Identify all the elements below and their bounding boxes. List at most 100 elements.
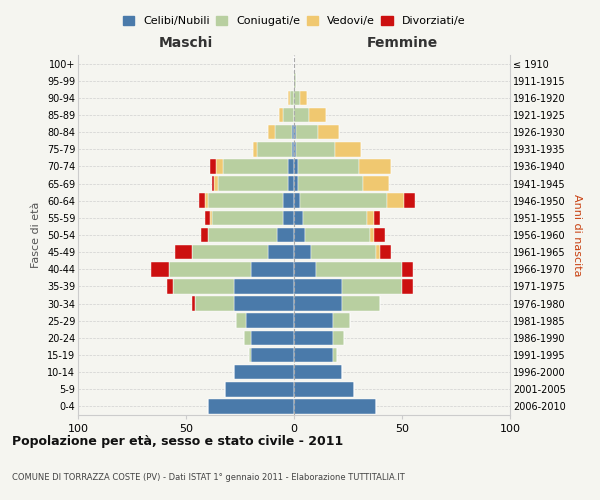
- Bar: [292, 125, 294, 140]
- Bar: [402, 262, 413, 276]
- Bar: [233, 296, 294, 311]
- Bar: [380, 245, 391, 260]
- Bar: [193, 296, 194, 311]
- Bar: [387, 194, 404, 208]
- Bar: [294, 125, 296, 140]
- Bar: [268, 245, 294, 260]
- Bar: [251, 348, 294, 362]
- Text: COMUNE DI TORRAZZA COSTE (PV) - Dati ISTAT 1° gennaio 2011 - Elaborazione TUTTIT: COMUNE DI TORRAZZA COSTE (PV) - Dati IST…: [12, 473, 405, 482]
- Bar: [216, 159, 223, 174]
- Bar: [208, 194, 283, 208]
- Bar: [294, 90, 301, 105]
- Bar: [294, 330, 333, 345]
- Bar: [214, 176, 218, 191]
- Bar: [233, 365, 294, 380]
- Bar: [253, 142, 257, 156]
- Bar: [251, 262, 294, 276]
- Bar: [294, 74, 296, 88]
- Bar: [283, 210, 294, 225]
- Bar: [374, 228, 385, 242]
- Bar: [296, 125, 318, 140]
- Text: Popolazione per età, sesso e stato civile - 2011: Popolazione per età, sesso e stato civil…: [12, 435, 343, 448]
- Bar: [301, 194, 387, 208]
- Bar: [294, 296, 341, 311]
- Bar: [341, 296, 380, 311]
- Bar: [316, 262, 402, 276]
- Bar: [248, 348, 251, 362]
- Bar: [374, 210, 380, 225]
- Bar: [404, 194, 415, 208]
- Bar: [194, 296, 233, 311]
- Y-axis label: Fasce di età: Fasce di età: [31, 202, 41, 268]
- Bar: [402, 279, 413, 293]
- Bar: [275, 125, 292, 140]
- Bar: [341, 279, 402, 293]
- Text: Femmine: Femmine: [367, 36, 437, 50]
- Text: Maschi: Maschi: [159, 36, 213, 50]
- Bar: [223, 159, 287, 174]
- Y-axis label: Anni di nascita: Anni di nascita: [572, 194, 583, 276]
- Bar: [277, 228, 294, 242]
- Bar: [279, 108, 283, 122]
- Bar: [294, 365, 341, 380]
- Bar: [199, 194, 205, 208]
- Bar: [302, 210, 367, 225]
- Bar: [333, 314, 350, 328]
- Bar: [294, 399, 376, 413]
- Bar: [294, 314, 333, 328]
- Bar: [359, 159, 391, 174]
- Bar: [294, 194, 301, 208]
- Bar: [367, 210, 374, 225]
- Bar: [169, 262, 251, 276]
- Bar: [294, 108, 309, 122]
- Bar: [225, 382, 294, 396]
- Bar: [333, 348, 337, 362]
- Bar: [212, 210, 283, 225]
- Bar: [318, 125, 340, 140]
- Bar: [173, 279, 233, 293]
- Bar: [287, 176, 294, 191]
- Bar: [294, 176, 298, 191]
- Bar: [294, 262, 316, 276]
- Bar: [208, 399, 294, 413]
- Bar: [205, 194, 208, 208]
- Bar: [333, 330, 344, 345]
- Bar: [294, 348, 333, 362]
- Bar: [296, 142, 335, 156]
- Bar: [294, 228, 305, 242]
- Bar: [218, 176, 287, 191]
- Bar: [301, 90, 307, 105]
- Bar: [208, 228, 277, 242]
- Bar: [294, 142, 296, 156]
- Bar: [311, 245, 376, 260]
- Bar: [363, 176, 389, 191]
- Bar: [247, 314, 294, 328]
- Bar: [236, 314, 247, 328]
- Bar: [175, 245, 193, 260]
- Bar: [151, 262, 169, 276]
- Bar: [212, 176, 214, 191]
- Bar: [201, 228, 208, 242]
- Bar: [268, 125, 275, 140]
- Bar: [251, 330, 294, 345]
- Bar: [193, 245, 268, 260]
- Bar: [287, 90, 290, 105]
- Bar: [305, 228, 370, 242]
- Bar: [294, 382, 355, 396]
- Bar: [210, 159, 216, 174]
- Bar: [370, 228, 374, 242]
- Bar: [244, 330, 251, 345]
- Bar: [298, 176, 363, 191]
- Bar: [283, 108, 294, 122]
- Bar: [210, 210, 212, 225]
- Bar: [294, 245, 311, 260]
- Bar: [287, 159, 294, 174]
- Bar: [292, 142, 294, 156]
- Bar: [376, 245, 380, 260]
- Bar: [294, 210, 302, 225]
- Bar: [233, 279, 294, 293]
- Bar: [294, 279, 341, 293]
- Bar: [290, 90, 294, 105]
- Bar: [335, 142, 361, 156]
- Bar: [205, 210, 210, 225]
